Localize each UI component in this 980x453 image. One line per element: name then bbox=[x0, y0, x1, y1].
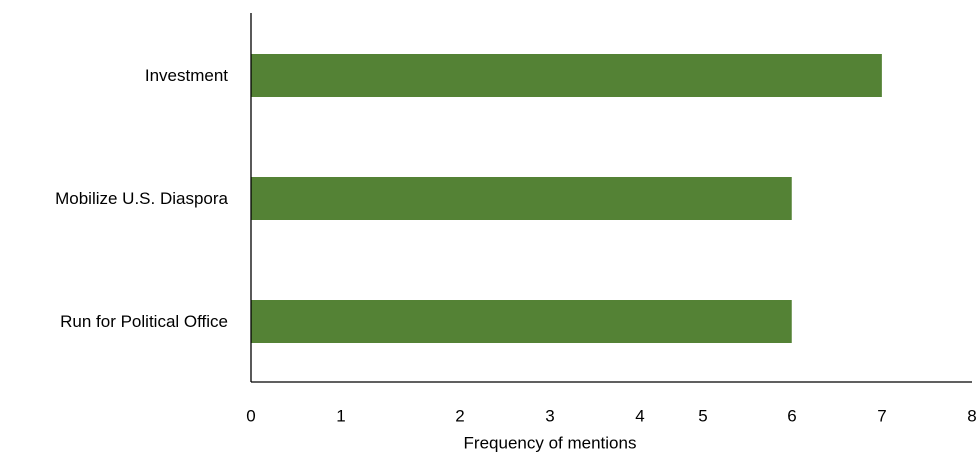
x-axis-title: Frequency of mentions bbox=[464, 434, 637, 453]
bar-mobilize-u-s-diaspora bbox=[251, 177, 792, 220]
category-label-1: Mobilize U.S. Diaspora bbox=[55, 189, 228, 208]
x-tick-label-8: 8 bbox=[967, 407, 976, 426]
category-labels-layer: Investment Mobilize U.S. Diaspora Run for … bbox=[55, 66, 228, 331]
x-tick-label-7: 7 bbox=[877, 407, 886, 426]
tick-labels-layer: 0 1 2 3 4 5 6 7 8 bbox=[246, 407, 976, 426]
x-tick-label-1: 1 bbox=[336, 407, 345, 426]
x-tick-label-3: 3 bbox=[545, 407, 554, 426]
bar-run-for-political-office bbox=[251, 300, 792, 343]
x-tick-label-5: 5 bbox=[698, 407, 707, 426]
category-label-2: Run for Political Office bbox=[60, 312, 228, 331]
category-label-0: Investment bbox=[145, 66, 228, 85]
x-tick-label-6: 6 bbox=[787, 407, 796, 426]
bar-investment bbox=[251, 54, 882, 97]
x-tick-label-4: 4 bbox=[635, 407, 644, 426]
x-tick-label-0: 0 bbox=[246, 407, 255, 426]
bars-layer bbox=[251, 54, 882, 343]
x-tick-label-2: 2 bbox=[455, 407, 464, 426]
